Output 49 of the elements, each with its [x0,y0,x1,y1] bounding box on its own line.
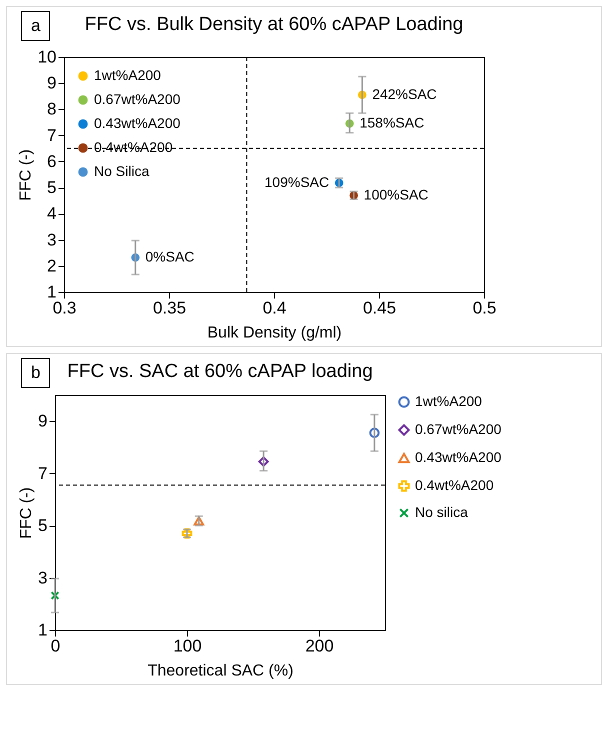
y-tick-label: 4 [47,204,56,224]
y-tick-label: 5 [47,178,56,198]
y-tick-label: 9 [38,412,48,431]
y-axis-title: FFC (-) [18,487,36,539]
annotation: 242%SAC [372,86,437,102]
x-axis-title: Theoretical SAC (%) [148,662,294,680]
y-tick-label: 1 [38,620,48,640]
x-tick-label: 0.3 [52,298,76,318]
chart-title: FFC vs. SAC at 60% cAPAP loading [67,361,373,382]
x-tick-label: 0.45 [362,298,396,318]
x-axis-title: Bulk Density (g/ml) [207,324,342,342]
annotation: 100%SAC [364,186,428,202]
x-tick-label: 0.5 [472,298,496,318]
y-tick-label: 10 [38,48,56,66]
y-tick-label: 7 [38,464,48,483]
x-tick-label: 0.35 [152,298,186,318]
y-tick-label: 9 [47,74,56,93]
legend-label: 0.4wt%A200 [94,139,173,155]
annotation: 158%SAC [360,114,424,131]
legend-label: 0.67wt%A200 [94,91,181,107]
point [50,591,60,600]
text: a [21,11,50,41]
y-tick-label: 6 [47,152,56,171]
y-axis-title: FFC (-) [18,149,35,201]
annotation: 109%SAC [264,174,330,190]
legend-label: No silica [415,504,468,520]
x-tick-label: 0.4 [262,298,286,318]
y-tick-label: 1 [47,282,56,302]
point [258,456,269,467]
chart-title: FFC vs. Bulk Density at 60% cAPAP Loading [84,14,464,35]
y-tick-label: 8 [47,100,56,119]
y-tick-label: 2 [47,256,56,276]
legend-label: 1wt%A200 [415,393,482,409]
legend-label: 0.4wt%A200 [415,477,494,493]
x-tick-label: 100 [173,636,202,656]
legend-label: 0.67wt%A200 [415,421,502,437]
legend-label: 1wt%A200 [94,67,162,83]
point [369,428,380,438]
y-tick-label: 3 [47,230,56,250]
x-tick-label: 0 [50,636,60,656]
legend-label: No Silica [94,163,150,179]
x-tick-label: 200 [305,636,334,656]
y-tick-label: 7 [47,126,56,145]
annotation: 0%SAC [145,248,194,265]
y-tick-label: 5 [38,516,48,536]
y-tick-label: 3 [38,568,48,588]
text: b [21,358,50,388]
legend-label: 0.43wt%A200 [94,115,181,131]
legend-label: 0.43wt%A200 [415,449,502,465]
